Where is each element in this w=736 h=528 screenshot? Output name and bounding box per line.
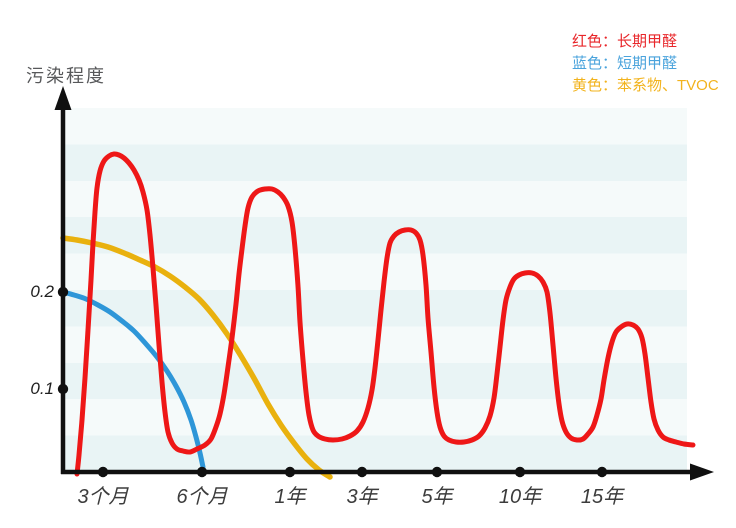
x-tick-dot [596,466,608,478]
x-tick-dot [514,466,526,478]
legend: 红色：长期甲醛 蓝色：短期甲醛黄色：苯系物、TVOC [572,31,719,97]
legend-item: 红色：长期甲醛 [572,33,678,50]
x-tick-label: 1年 [274,486,306,508]
x-tick-label: 3个月 [77,486,129,508]
y-tick-dot [57,286,69,298]
x-tick-dot [97,466,109,478]
x-tick-dot [356,466,368,478]
x-tick-label: 6个月 [176,486,228,508]
series-line-benzene_tvoc [60,235,333,480]
x-tick-label: 5年 [421,486,453,508]
y-tick-label: 0.1 [30,379,54,398]
x-tick-dot [196,466,208,478]
y-axis-title: 污染程度 [26,66,106,86]
x-tick-label: 3年 [346,486,378,508]
series-line-long_term_formaldehyde [74,151,696,477]
y-axis-arrowhead-icon [54,86,72,110]
x-tick-label: 15年 [580,486,624,508]
y-tick-label: 0.2 [30,282,54,301]
x-axis-arrowhead-icon [690,463,714,481]
legend-item: 蓝色：短期甲醛 [572,55,678,72]
legend-item: 黄色：苯系物、TVOC [572,77,719,94]
y-tick-dot [57,383,69,395]
x-tick-dot [431,466,443,478]
x-tick-dot [284,466,296,478]
x-tick-label: 10年 [498,486,542,508]
